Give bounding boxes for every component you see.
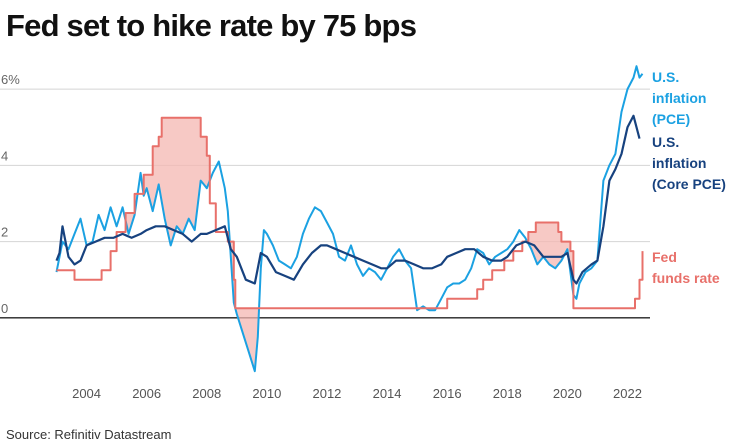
x-tick-label: 2004 xyxy=(72,386,101,401)
series-label-u-s-inflation-pce: U.S. xyxy=(652,69,679,85)
x-tick-label: 2006 xyxy=(132,386,161,401)
series-line-u-s-inflation-core-pce xyxy=(55,114,641,285)
y-tick-label: 6% xyxy=(1,72,20,87)
x-tick-label: 2014 xyxy=(373,386,402,401)
x-tick-label: 2008 xyxy=(192,386,221,401)
x-tick-label: 2018 xyxy=(493,386,522,401)
x-tick-label: 2022 xyxy=(613,386,642,401)
series-line-u-s-inflation-pce xyxy=(55,65,644,373)
x-tick-label: 2012 xyxy=(312,386,341,401)
source-note: Source: Refinitiv Datastream xyxy=(6,427,172,442)
x-tick-label: 2010 xyxy=(252,386,281,401)
series-label-fed-funds-rate: Fed xyxy=(652,249,677,265)
y-tick-label: 2 xyxy=(1,225,8,240)
chart-title: Fed set to hike rate by 75 bps xyxy=(6,8,417,43)
fed-rate-gap-band xyxy=(56,117,574,372)
y-tick-label: 4 xyxy=(1,148,8,163)
x-tick-label: 2016 xyxy=(433,386,462,401)
series-label-u-s-inflation-pce: inflation xyxy=(652,90,706,106)
gridlines xyxy=(0,88,650,319)
rate-above-inflation-band xyxy=(56,117,574,372)
series-label-u-s-inflation-core-pce: inflation xyxy=(652,155,706,171)
x-tick-label: 2020 xyxy=(553,386,582,401)
series-line-fed-funds-rate xyxy=(56,116,644,310)
x-axis: 2004 2006 2008 2010 2012 2014 2016 2018 2020 2022 xyxy=(72,386,642,401)
y-axis: 0 2 4 6% xyxy=(1,72,20,316)
series-label-u-s-inflation-core-pce: U.S. xyxy=(652,134,679,150)
y-tick-label: 0 xyxy=(1,301,8,316)
series-label-u-s-inflation-pce: (PCE) xyxy=(652,111,690,127)
series-lines xyxy=(55,65,644,373)
series-label-u-s-inflation-core-pce: (Core PCE) xyxy=(652,176,726,192)
series-label-fed-funds-rate: funds rate xyxy=(652,270,720,286)
series-labels: Fed funds rate U.S. inflation (PCE) U.S. infla… xyxy=(652,69,726,286)
